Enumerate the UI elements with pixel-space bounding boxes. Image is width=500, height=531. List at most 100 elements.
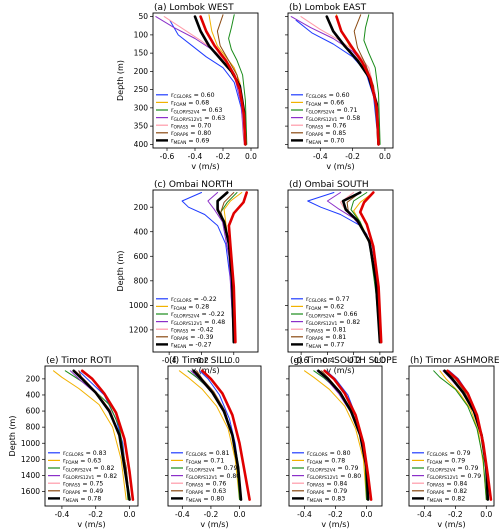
legend-entry: rFOAM = 0.71 (186, 458, 224, 466)
series-line-thick (201, 369, 251, 501)
y-tick-label: 200 (26, 374, 41, 383)
x-tick-label: -0.6 (160, 152, 175, 161)
legend-entry: rCGLORS = 0.60 (306, 92, 350, 100)
series-line-glorys2v4 (363, 14, 381, 145)
series-line-thick (323, 369, 373, 501)
series-line-thick (446, 369, 493, 501)
legend-entry: rMEAN = 0.80 (186, 496, 224, 504)
panel-b: -0.4 -0.2 0.0 (b) Lombok EAST v (m/s) rCGLORS… (285, 3, 394, 171)
panel-c: -0.4 -0.2 0.0 200 400 600 800 1000 1200 (c) Ombai… (116, 180, 259, 375)
axes-frame (44, 365, 139, 507)
legend-entry: rFOAM = 0.28 (171, 304, 209, 312)
x-tick-label: 0.0 (379, 152, 391, 161)
x-tick-label: 0.0 (228, 356, 240, 365)
legend-entry: rFOAM = 0.79 (427, 458, 465, 466)
legend-entry: rMEAN = 0.70 (306, 138, 344, 146)
legend-entry: rORAP6 = 0.85 (306, 130, 346, 138)
legend-entry: rMEAN = 0.69 (171, 138, 209, 146)
legend-entry: rORAS5 = 0.75 (63, 480, 103, 488)
x-tick-label: 0.0 (245, 152, 257, 161)
legend-entry: rMEAN = 0.82 (427, 496, 465, 504)
legend-entry: rORAS5 = 0.76 (186, 480, 226, 488)
y-tick-label: 1000 (21, 439, 40, 448)
legend-entry: rGLORYS2V4 = 0.66 (306, 311, 357, 319)
series-line-foam (53, 370, 127, 501)
x-tick-label: -0.4 (417, 510, 432, 519)
x-tick-label: 0.0 (361, 510, 373, 519)
x-tick-label: -0.2 (88, 510, 103, 519)
x-tick-label: 0.0 (124, 510, 136, 519)
series-line-glorys2v4 (433, 370, 487, 501)
y-tick-label: 200 (134, 67, 149, 76)
legend-entry: rCGLORS = 0.83 (63, 450, 107, 458)
legend-entry: rGLORYS12V1 = 0.80 (186, 473, 240, 481)
x-tick-label: -0.4 (188, 152, 203, 161)
legend-entry: rORAS5 = 0.81 (306, 326, 346, 334)
legend-entry: rGLORYS12V1 = 0.82 (306, 319, 360, 327)
panel-title: (c) Ombai NORTH (154, 180, 233, 190)
legend-entry: rORAP6 = 0.49 (63, 488, 103, 496)
x-axis-label: v (m/s) (321, 520, 349, 529)
legend-entry: rMEAN = 0.78 (63, 496, 101, 504)
y-axis-label: Depth (m) (116, 251, 125, 292)
legend-entry: rORAS5 = 0.76 (306, 122, 346, 130)
x-axis-label: v (m/s) (326, 366, 354, 375)
y-tick-label: 1000 (129, 301, 148, 310)
x-axis-label: v (m/s) (191, 162, 219, 171)
legend-entry: rGLORYS12V1 = 0.80 (307, 473, 361, 481)
legend-entry: rGLORYS12V1 = 0.63 (171, 115, 225, 123)
x-tick-label: 0.0 (374, 356, 386, 365)
series-line-mean (341, 191, 382, 344)
panel-title: (e) Timor ROTI (46, 356, 111, 366)
y-axis-label: Depth (m) (116, 60, 125, 101)
series-line-glorys2v4 (228, 14, 248, 145)
legend-entry: rMEAN = -0.27 (171, 342, 212, 350)
series-line-foam (178, 370, 240, 501)
series-line-foam (208, 14, 246, 145)
x-tick-label: -0.2 (204, 510, 219, 519)
legend-entry: rORAP6 = -0.39 (171, 334, 214, 342)
panel-e: -0.4 -0.2 0.0 200 400 600 800 1000 1200 1400 1600 (… (8, 356, 139, 529)
x-tick-label: -0.2 (328, 510, 343, 519)
series-line-glorys12v1 (207, 192, 235, 343)
series-line-thick (227, 191, 248, 344)
panel-title: (f) Timor SILL (169, 356, 229, 366)
x-axis-label: v (m/s) (200, 520, 228, 529)
legend-entry: rCGLORS = 0.81 (186, 450, 230, 458)
panel-a: -0.6 -0.4 -0.2 0.0 50 100 150 200 250 300 350 400 (a… (116, 3, 259, 171)
legend-entry: rORAP6 = 0.82 (427, 488, 467, 496)
legend-entry: rGLORYS2V4 = 0.63 (171, 107, 222, 115)
series-line-mean (192, 369, 243, 501)
axes-frame (167, 365, 262, 507)
axes-frame (287, 189, 394, 353)
series-line-thick (358, 191, 383, 344)
legend-entry: rCGLORS = 0.60 (171, 92, 215, 100)
y-tick-label: 200 (134, 203, 149, 212)
x-axis-label: v (m/s) (191, 366, 219, 375)
x-tick-label: -0.2 (448, 510, 463, 519)
legend-entry: rORAP6 = 0.80 (171, 130, 211, 138)
axes-frame (152, 189, 259, 353)
legend-entry: rCGLORS = 0.80 (307, 450, 351, 458)
legend-entry: rGLORYS12V1 = 0.48 (171, 319, 225, 327)
y-tick-label: 1400 (21, 471, 40, 480)
y-axis-label: Depth (m) (8, 416, 17, 457)
x-axis-label: v (m/s) (437, 520, 465, 529)
y-tick-label: 1200 (21, 455, 40, 464)
x-tick-label: -0.4 (297, 510, 312, 519)
x-tick-label: -0.4 (162, 356, 177, 365)
series-line-thick (80, 369, 135, 501)
y-tick-label: 50 (138, 12, 148, 21)
legend-entry: rCGLORS = 0.79 (427, 450, 471, 458)
x-tick-label: -0.2 (194, 356, 209, 365)
y-tick-label: 600 (26, 407, 41, 416)
legend-entry: rORAP6 = 0.63 (186, 488, 226, 496)
legend-entry: rGLORYS2V4 = 0.79 (186, 465, 237, 473)
